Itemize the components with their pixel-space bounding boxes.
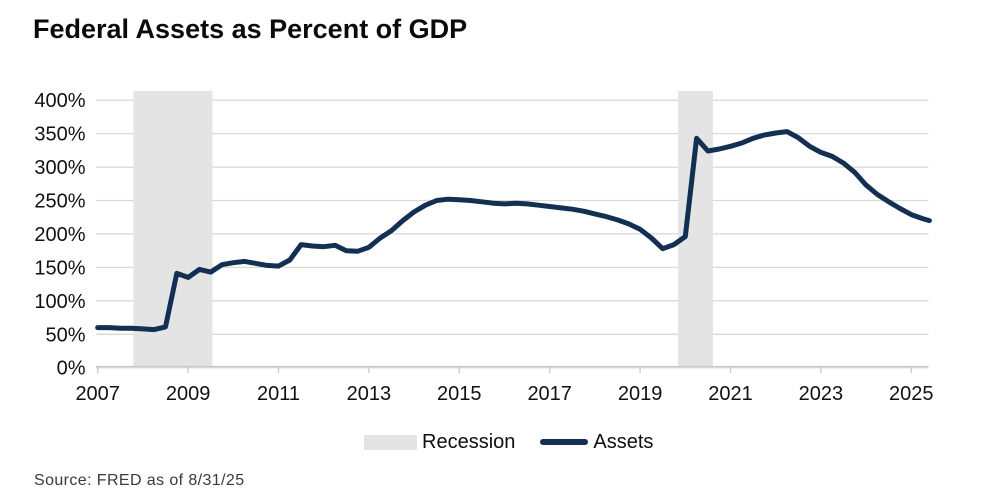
- y-axis-label: 50%: [45, 324, 85, 346]
- source-note: Source: FRED as of 8/31/25: [34, 472, 245, 489]
- assets-legend-swatch: [540, 439, 589, 445]
- y-axis-label: 250%: [34, 191, 85, 213]
- x-axis-label: 2019: [618, 383, 663, 405]
- x-axis-label: 2011: [257, 383, 300, 405]
- y-axis-label: 0%: [57, 358, 86, 380]
- y-axis-label: 400%: [34, 90, 85, 112]
- x-axis-label: 2017: [527, 383, 572, 405]
- x-axis-label: 2021: [708, 383, 753, 405]
- chart-legend: Recession Assets: [364, 430, 653, 454]
- y-axis-label: 300%: [34, 157, 85, 179]
- x-axis-label: 2025: [889, 383, 934, 405]
- y-axis-label: 150%: [34, 257, 85, 279]
- y-axis-label: 200%: [34, 224, 85, 246]
- x-axis-label: 2007: [75, 383, 120, 405]
- x-axis-label: 2015: [437, 383, 482, 405]
- x-axis-label: 2009: [166, 383, 211, 405]
- assets-line-chart: 2007 2009 2011 2013 2015 2017 2019 2021 2023 2025…: [34, 90, 934, 405]
- assets-legend-label: Assets: [593, 430, 654, 453]
- y-axis-label: 350%: [34, 124, 85, 146]
- chart-title: Federal Assets as Percent of GDP: [33, 14, 468, 44]
- recession-band: [678, 91, 713, 367]
- recession-band: [133, 91, 213, 367]
- assets-line: [95, 129, 932, 333]
- recession-legend-swatch: [364, 434, 417, 450]
- x-axis-label: 2023: [799, 383, 844, 405]
- y-axis-label: 100%: [34, 291, 85, 313]
- recession-legend-label: Recession: [422, 430, 516, 453]
- x-axis-label: 2013: [347, 383, 392, 405]
